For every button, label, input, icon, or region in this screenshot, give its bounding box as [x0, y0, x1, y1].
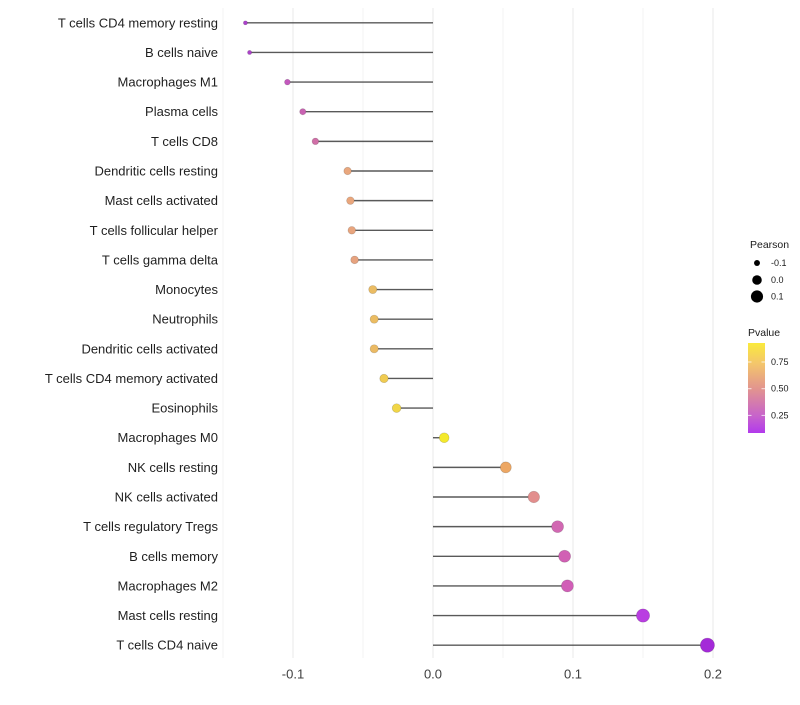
legend-pearson-entry: 0.0 [752, 275, 784, 285]
cell-type-label: Eosinophils [152, 401, 219, 416]
colorbar-tick-label: 0.50 [771, 384, 789, 394]
x-tick-label: -0.1 [282, 667, 304, 682]
pvalue-colorbar [748, 343, 765, 433]
lollipop-row: T cells gamma delta [102, 252, 433, 267]
lollipop-dot [243, 20, 248, 26]
lollipop-row: B cells naive [145, 45, 433, 60]
lollipop-row: Macrophages M2 [118, 578, 574, 593]
lollipop-dot [527, 490, 540, 504]
cell-type-label: T cells CD4 memory resting [58, 15, 218, 30]
cell-type-label: NK cells resting [128, 460, 218, 475]
lollipop-row: Macrophages M1 [118, 75, 433, 90]
cell-type-label: Mast cells activated [105, 193, 218, 208]
cell-type-label: Macrophages M1 [118, 75, 218, 90]
lollipop-row: B cells memory [129, 549, 571, 564]
lollipop-dot [311, 137, 320, 146]
cell-type-label: NK cells activated [115, 490, 218, 505]
lollipop-dot [391, 403, 402, 413]
lollipop-dot [551, 520, 564, 533]
lollipop-row: Dendritic cells resting [94, 164, 433, 179]
cell-type-label: Neutrophils [152, 312, 218, 327]
lollipop-row: Mast cells activated [105, 193, 433, 208]
lollipop-row: T cells CD4 memory activated [45, 371, 433, 386]
cell-type-label: Dendritic cells activated [81, 341, 218, 356]
lollipop-dot [247, 50, 253, 55]
legend-size-label: -0.1 [771, 258, 787, 268]
cell-type-label: B cells naive [145, 45, 218, 60]
lollipop-row: NK cells resting [128, 460, 512, 475]
lollipop-row: T cells follicular helper [90, 223, 433, 238]
lollipop-row: T cells CD8 [151, 134, 433, 149]
cell-type-label: B cells memory [129, 549, 218, 564]
lollipop-row: Macrophages M0 [118, 430, 450, 445]
lollipop-row: T cells regulatory Tregs [83, 519, 564, 534]
colorbar-tick-label: 0.25 [771, 410, 789, 420]
lollipop-dot [350, 255, 359, 265]
lollipop-row: Mast cells resting [118, 608, 650, 623]
cell-type-label: T cells CD4 memory activated [45, 371, 218, 386]
cell-type-label: T cells regulatory Tregs [83, 519, 218, 534]
lollipop-dot [438, 432, 450, 443]
legend-size-label: 0.1 [771, 292, 784, 302]
lollipop-dot [636, 608, 650, 623]
legend-size-dot [754, 260, 760, 266]
lollipop-dot [379, 373, 389, 384]
lollipop-dot [284, 78, 291, 86]
x-axis: -0.1 0.0 0.1 0.2 [282, 667, 722, 682]
cell-type-label: Monocytes [155, 282, 218, 297]
legend-size-dot [752, 275, 762, 285]
cell-type-label: Plasma cells [145, 104, 218, 119]
legend-pearson-items: -0.1 0.0 0.1 [750, 258, 787, 303]
lollipop-dot [347, 226, 356, 235]
lollipop-dot [369, 314, 379, 324]
lollipop-row: Eosinophils [152, 401, 433, 416]
gridlines [222, 8, 714, 658]
cell-type-label: Macrophages M0 [118, 430, 218, 445]
legend-pearson-entry: 0.1 [750, 290, 784, 303]
legend-pearson-entry: -0.1 [754, 258, 787, 268]
lollipop-dot [299, 108, 307, 116]
cell-type-label: Macrophages M2 [118, 578, 218, 593]
cell-type-label: T cells CD4 naive [116, 638, 218, 653]
legend: Pearson -0.1 0.0 0.1 Pvalue 0.75 0.50 0.25 [748, 239, 789, 433]
lollipop-dot [558, 549, 571, 563]
lollipop-row: Plasma cells [145, 104, 433, 119]
lollipop-dot [561, 579, 574, 593]
lollipop-row: Monocytes [155, 282, 433, 297]
lollipop-dot [369, 344, 379, 354]
lollipop-row: Dendritic cells activated [81, 341, 433, 356]
lollipop-row: Neutrophils [152, 312, 433, 327]
legend-pvalue-title: Pvalue [748, 327, 780, 339]
legend-size-dot [750, 290, 764, 303]
lollipop-row: T cells CD4 naive [116, 637, 715, 653]
cell-type-label: T cells gamma delta [102, 252, 219, 267]
cell-type-label: T cells CD8 [151, 134, 218, 149]
lollipop-dot [368, 285, 378, 294]
cell-type-label: Mast cells resting [118, 608, 218, 623]
lollipop-dot [343, 166, 352, 176]
cell-type-label: Dendritic cells resting [94, 164, 218, 179]
pvalue-colorbar-ticks: 0.75 0.50 0.25 [748, 357, 789, 420]
lollipop-row: T cells CD4 memory resting [58, 15, 433, 30]
legend-pearson-title: Pearson [750, 239, 789, 251]
colorbar-tick-label: 0.75 [771, 357, 789, 367]
x-tick-label: 0.2 [704, 667, 722, 682]
lollipop-dot [499, 461, 512, 474]
lollipop-dot [346, 196, 355, 205]
lollipop-dot [699, 637, 715, 653]
x-tick-label: 0.0 [424, 667, 442, 682]
lollipop-row: NK cells activated [115, 490, 540, 505]
legend-size-label: 0.0 [771, 275, 784, 285]
x-tick-label: 0.1 [564, 667, 582, 682]
lollipop-rows: T cells CD4 memory resting B cells naive M… [45, 15, 715, 653]
cell-type-label: T cells follicular helper [90, 223, 219, 238]
